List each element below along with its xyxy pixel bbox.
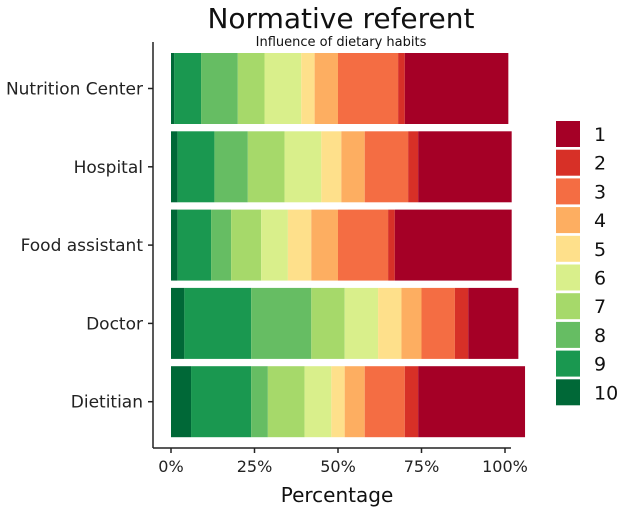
bar-segment-dietitian-rating-4 [344, 366, 365, 438]
bar-segment-hospital-rating-10 [171, 131, 178, 203]
bar-segment-food-assistant-rating-6 [261, 209, 288, 281]
bar-segment-dietitian-rating-3 [364, 366, 405, 438]
bar-segment-dietitian-rating-1 [418, 366, 526, 438]
legend-label-4: 4 [594, 210, 606, 232]
chart-title: Normative referent [207, 2, 474, 35]
bar-segment-dietitian-rating-5 [331, 366, 345, 438]
bar-segment-nutrition-center-rating-6 [264, 53, 302, 124]
legend-label-3: 3 [594, 181, 606, 203]
legend-swatch-6 [556, 264, 580, 291]
bar-segment-hospital-rating-7 [247, 131, 285, 203]
legend-label-7: 7 [594, 296, 606, 318]
bar-segment-food-assistant-rating-4 [311, 209, 338, 281]
y-tick-label-hospital: Hospital [74, 158, 143, 178]
bar-segment-doctor-rating-8 [251, 287, 312, 359]
legend-label-9: 9 [594, 354, 606, 376]
bar-segment-food-assistant-rating-2 [388, 209, 395, 281]
y-tick-label-food-assistant: Food assistant [21, 236, 144, 256]
bar-segment-hospital-rating-4 [341, 131, 365, 203]
legend-label-8: 8 [594, 325, 606, 347]
bar-segment-nutrition-center-rating-3 [338, 53, 399, 124]
bar-segment-nutrition-center-rating-4 [314, 53, 338, 124]
x-tick-label-25: 25% [237, 457, 273, 476]
bar-segment-hospital-rating-2 [408, 131, 419, 203]
legend-label-2: 2 [594, 153, 606, 175]
bar-segment-food-assistant-rating-5 [287, 209, 312, 281]
legend-swatch-1 [556, 121, 580, 147]
bar-segment-doctor-rating-10 [171, 287, 185, 359]
y-tick-label-dietitian: Dietitian [71, 393, 143, 413]
bar-segment-food-assistant-rating-8 [211, 209, 232, 281]
bar-segment-dietitian-rating-9 [191, 366, 252, 438]
bar-segment-nutrition-center-rating-10 [171, 53, 175, 124]
bar-segment-food-assistant-rating-10 [171, 209, 178, 281]
legend-label-10: 10 [594, 382, 618, 404]
bar-segment-hospital-rating-8 [214, 131, 248, 203]
bar-segment-doctor-rating-3 [421, 287, 455, 359]
legend-swatch-3 [556, 178, 580, 205]
legend: 1 2 3 4 5 6 7 8 9 10 [556, 121, 618, 406]
bar-segment-doctor-rating-4 [401, 287, 422, 359]
bar-segment-nutrition-center-rating-1 [404, 53, 509, 124]
bar-segment-hospital-rating-1 [418, 131, 512, 203]
bar-segment-food-assistant-rating-1 [394, 209, 512, 281]
bar-segment-doctor-rating-2 [454, 287, 469, 359]
legend-label-1: 1 [594, 124, 606, 146]
bar-segment-nutrition-center-rating-8 [201, 53, 238, 124]
legend-swatch-4 [556, 207, 580, 234]
plot-area: Nutrition Center Hospital Food assistant Do… [6, 42, 528, 476]
legend-label-6: 6 [594, 268, 606, 290]
bar-segment-doctor-rating-1 [468, 287, 519, 359]
bar-segment-doctor-rating-9 [184, 287, 252, 359]
x-tick-label-50: 50% [320, 457, 356, 476]
legend-swatch-2 [556, 149, 580, 176]
legend-swatch-9 [556, 350, 580, 377]
bar-segment-food-assistant-rating-3 [338, 209, 389, 281]
x-tick-label-75: 75% [404, 457, 440, 476]
bar-segment-doctor-rating-5 [378, 287, 402, 359]
x-tick-label-100: 100% [482, 457, 528, 476]
bar-segment-nutrition-center-rating-5 [301, 53, 315, 124]
legend-label-5: 5 [594, 239, 606, 261]
bar-segment-hospital-rating-6 [284, 131, 322, 203]
bar-segment-food-assistant-rating-7 [231, 209, 262, 281]
y-tick-label-nutrition-center: Nutrition Center [6, 80, 143, 100]
bar-segment-nutrition-center-rating-2 [398, 53, 405, 124]
bar-segment-dietitian-rating-8 [251, 366, 268, 438]
bar-segment-dietitian-rating-7 [267, 366, 305, 438]
x-axis-label: Percentage [281, 483, 394, 507]
bar-segment-hospital-rating-3 [364, 131, 409, 203]
bar-segment-dietitian-rating-2 [404, 366, 419, 438]
legend-swatch-10 [556, 379, 580, 406]
x-tick-label-0: 0% [158, 457, 183, 476]
bar-segment-doctor-rating-7 [311, 287, 345, 359]
bar-segment-dietitian-rating-10 [171, 366, 192, 438]
chart-subtitle: Influence of dietary habits [256, 35, 427, 50]
bar-segment-hospital-rating-5 [321, 131, 342, 203]
bar-segment-food-assistant-rating-9 [177, 209, 212, 281]
legend-swatch-8 [556, 321, 580, 348]
legend-swatch-5 [556, 235, 580, 262]
legend-swatch-7 [556, 293, 580, 320]
bar-segment-dietitian-rating-6 [304, 366, 332, 438]
bar-segment-doctor-rating-6 [344, 287, 379, 359]
bar-segment-nutrition-center-rating-9 [174, 53, 202, 124]
y-tick-label-doctor: Doctor [86, 314, 143, 334]
bar-segment-nutrition-center-rating-7 [237, 53, 265, 124]
bar-segment-hospital-rating-9 [177, 131, 215, 203]
